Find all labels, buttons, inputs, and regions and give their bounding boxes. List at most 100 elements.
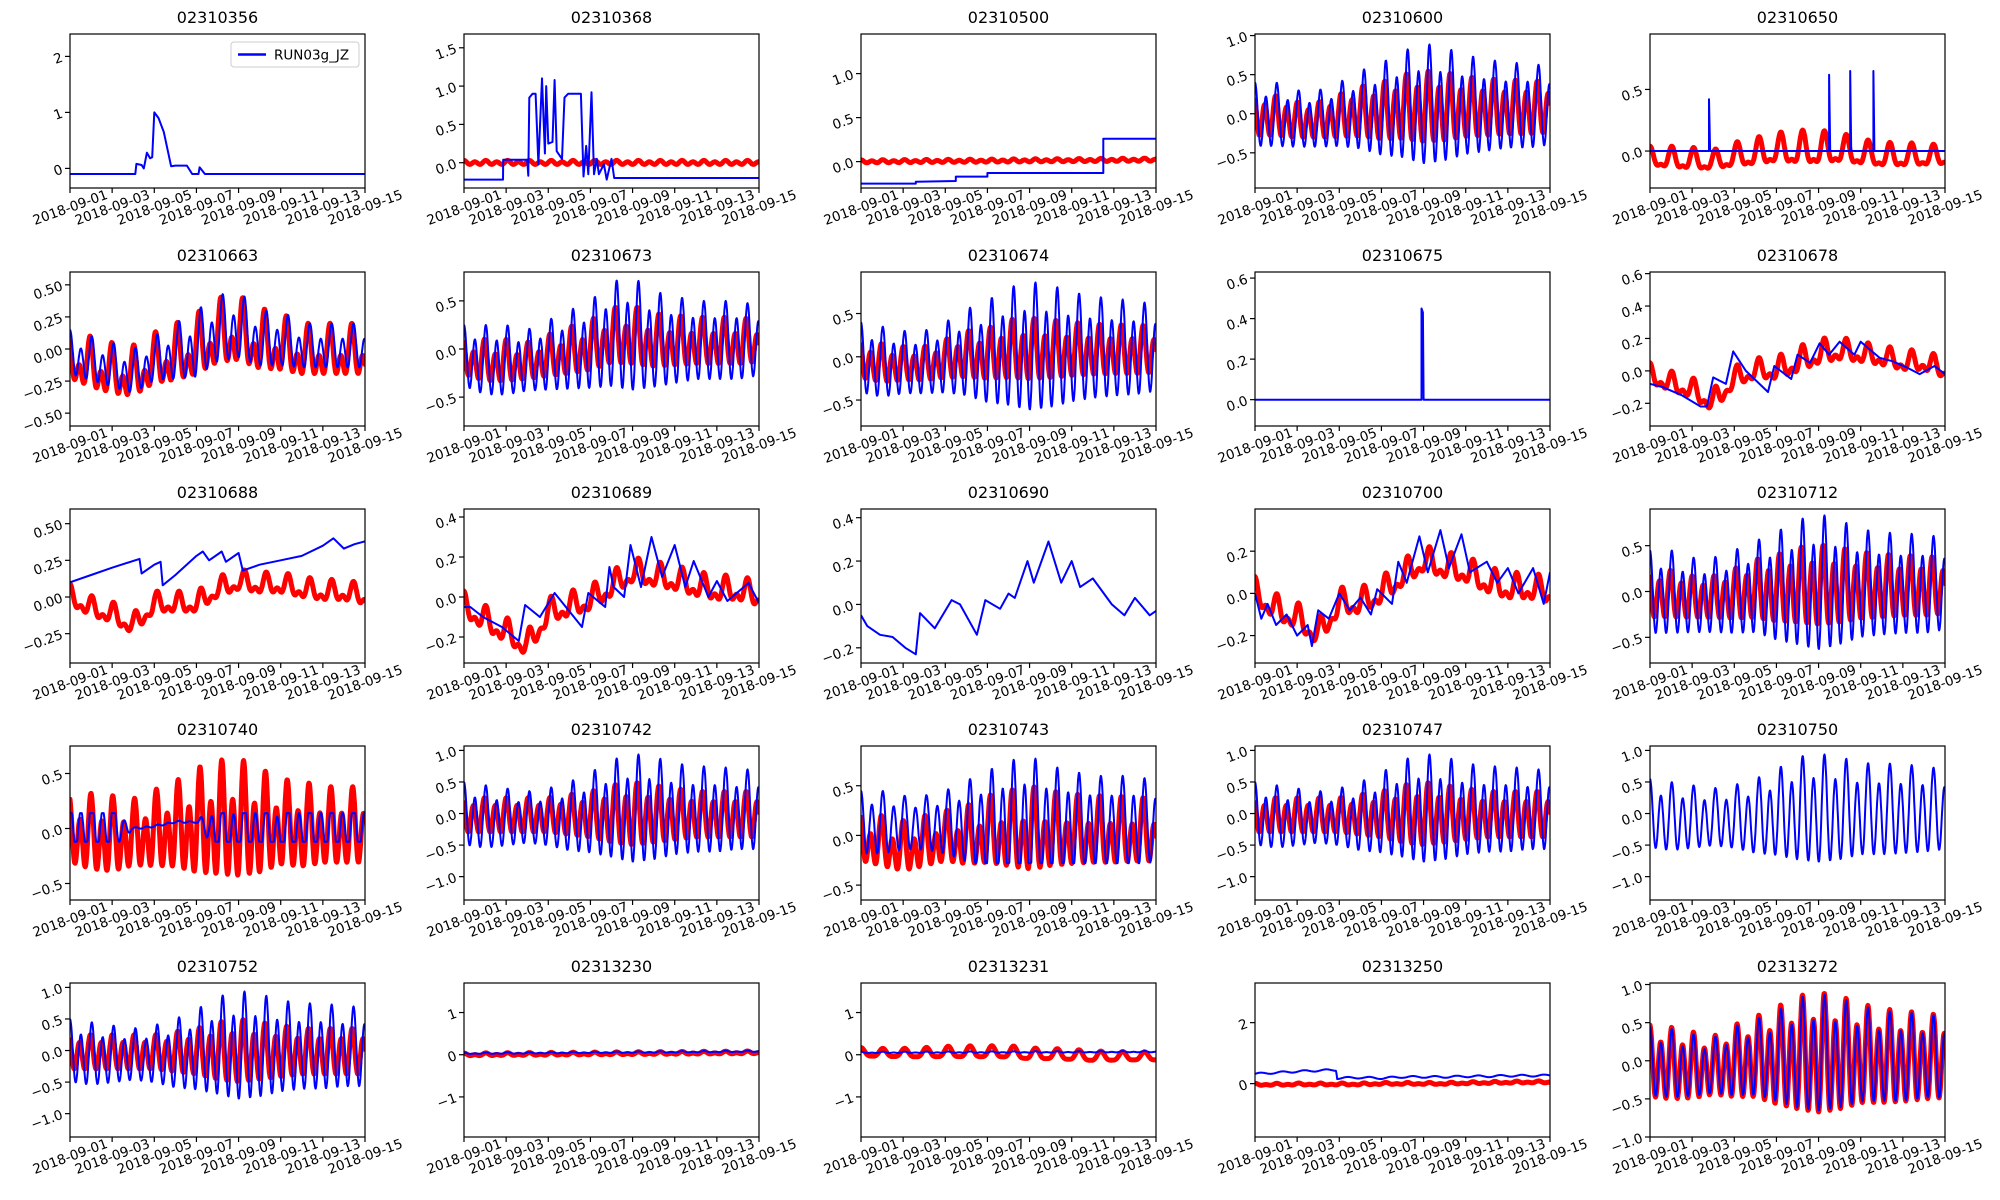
- subplot-02310712: 02310712−0.50.00.52018-09-012018-09-0320…: [1609, 483, 1985, 704]
- series-line-blue: [1255, 1068, 1550, 1081]
- y-tick-label: 0.0: [1224, 393, 1250, 415]
- legend-box: [230, 41, 360, 68]
- y-tick-label: 0.2: [433, 550, 459, 572]
- y-tick-label: 0.00: [31, 590, 65, 615]
- series-group: [1255, 1068, 1550, 1088]
- subplot-02310747: 02310747−1.0−0.50.00.51.02018-09-012018-…: [1214, 720, 1590, 941]
- y-tick-label: 0.4: [433, 510, 459, 532]
- panel-title: 02310712: [1757, 483, 1838, 502]
- series-group: [861, 281, 1156, 411]
- y-tick-label: −0.2: [1609, 397, 1645, 423]
- series-group: [70, 757, 365, 878]
- series-group: [1650, 991, 1945, 1115]
- subplot-02310650: 023106500.00.52018-09-012018-09-032018-0…: [1611, 8, 1985, 229]
- y-tick-label: 1.0: [39, 981, 65, 1003]
- y-tick-label: −0.5: [1609, 1092, 1645, 1118]
- plot-frame: [1649, 745, 1946, 901]
- series-line-red: [1255, 544, 1550, 644]
- panel-title: 02310752: [177, 957, 258, 976]
- y-tick-label: −1.0: [29, 1107, 65, 1133]
- subplot-02313250: 02313250022018-09-012018-09-032018-09-05…: [1216, 957, 1590, 1178]
- series-line-blue: [1255, 753, 1550, 863]
- y-tick-label: 0.4: [830, 511, 856, 533]
- y-tick-label: 2: [52, 50, 66, 68]
- plot-frame: [1254, 982, 1551, 1138]
- y-tick-label: −0.25: [21, 375, 65, 404]
- panel-title: 02310663: [177, 246, 258, 265]
- y-tick-label: 0.5: [830, 111, 856, 133]
- series-line-blue: [464, 753, 759, 863]
- series-group: [1650, 753, 1945, 863]
- y-tick-label: 0.5: [433, 118, 459, 140]
- subplot-02310742: 02310742−1.0−0.50.00.51.02018-09-012018-…: [423, 720, 799, 941]
- y-tick-label: 0.0: [1224, 107, 1250, 129]
- series-line-blue: [1650, 70, 1945, 152]
- y-tick-label: 0: [446, 1048, 460, 1066]
- series-group: [1650, 335, 1945, 411]
- plot-frame: [69, 982, 366, 1138]
- y-tick-label: −0.5: [1609, 631, 1645, 657]
- y-tick-label: −0.5: [1609, 839, 1645, 865]
- series-line-blue: [70, 990, 365, 1100]
- panel-title: 02310740: [177, 720, 258, 739]
- subplot-02310356: 023103560122018-09-012018-09-032018-09-0…: [31, 8, 405, 229]
- subplot-02310678: 02310678−0.20.00.20.40.62018-09-012018-0…: [1609, 246, 1985, 467]
- y-tick-label: 1.5: [433, 41, 459, 63]
- y-tick-label: 0.0: [433, 342, 459, 364]
- y-tick-label: 1.0: [433, 80, 459, 102]
- y-tick-label: 0.0: [1619, 807, 1645, 829]
- y-tick-label: −1.0: [1609, 870, 1645, 896]
- series-group: [1255, 43, 1550, 164]
- panel-title: 02310650: [1757, 8, 1838, 27]
- series-line-red: [464, 780, 759, 847]
- subplot-02310688: 02310688−0.250.000.250.502018-09-012018-…: [21, 483, 405, 704]
- panel-title: 02310747: [1362, 720, 1443, 739]
- y-tick-label: −1.0: [423, 870, 459, 896]
- series-group: [70, 990, 365, 1100]
- series-line-blue: [464, 536, 759, 642]
- plot-frame: [1649, 271, 1946, 427]
- series-line-red: [1255, 68, 1550, 144]
- y-tick-label: −0.2: [820, 641, 856, 667]
- series-group: [464, 753, 759, 863]
- y-tick-label: 0.50: [31, 517, 65, 542]
- series-line-red: [1255, 1078, 1550, 1088]
- y-tick-label: 0.0: [1619, 1054, 1645, 1076]
- y-tick-label: 0.0: [1619, 585, 1645, 607]
- series-line-red: [1650, 542, 1945, 627]
- series-line-blue: [464, 77, 759, 181]
- series-line-red: [861, 315, 1156, 384]
- y-tick-label: −0.5: [29, 1076, 65, 1102]
- series-line-blue: [70, 111, 365, 175]
- series-group: [70, 537, 365, 634]
- y-tick-label: 1.0: [830, 67, 856, 89]
- subplot-02310600: 02310600−0.50.00.51.02018-09-012018-09-0…: [1214, 8, 1590, 229]
- plot-frame: [69, 745, 366, 901]
- panels-group: 023103560122018-09-012018-09-032018-09-0…: [21, 8, 1985, 1178]
- panel-title: 02310368: [571, 8, 652, 27]
- y-tick-label: 0.5: [830, 779, 856, 801]
- y-tick-label: −1: [435, 1090, 459, 1112]
- legend-label: RUN03g_JZ: [274, 48, 349, 64]
- y-tick-label: 0.2: [830, 554, 856, 576]
- series-group: [464, 279, 759, 396]
- y-tick-label: 0: [1237, 1077, 1251, 1095]
- y-tick-label: 0.4: [1224, 312, 1250, 334]
- subplot-02310674: 02310674−0.50.00.52018-09-012018-09-0320…: [820, 246, 1196, 467]
- plot-frame: [860, 508, 1157, 664]
- plot-frame: [463, 508, 760, 664]
- panel-title: 02310674: [968, 246, 1049, 265]
- series-group: [861, 1043, 1156, 1063]
- panel-title: 02310742: [571, 720, 652, 739]
- plot-frame: [860, 982, 1157, 1138]
- y-tick-label: 1.0: [1619, 744, 1645, 766]
- series-group: [861, 137, 1156, 185]
- y-tick-label: −0.25: [21, 627, 65, 656]
- y-tick-label: 0.5: [39, 1012, 65, 1034]
- panel-title: 02310675: [1362, 246, 1443, 265]
- series-line-blue: [1650, 753, 1945, 863]
- plot-frame: [463, 33, 760, 189]
- plot-frame: [463, 982, 760, 1138]
- y-tick-label: 0.5: [1619, 539, 1645, 561]
- y-tick-label: 0.0: [830, 350, 856, 372]
